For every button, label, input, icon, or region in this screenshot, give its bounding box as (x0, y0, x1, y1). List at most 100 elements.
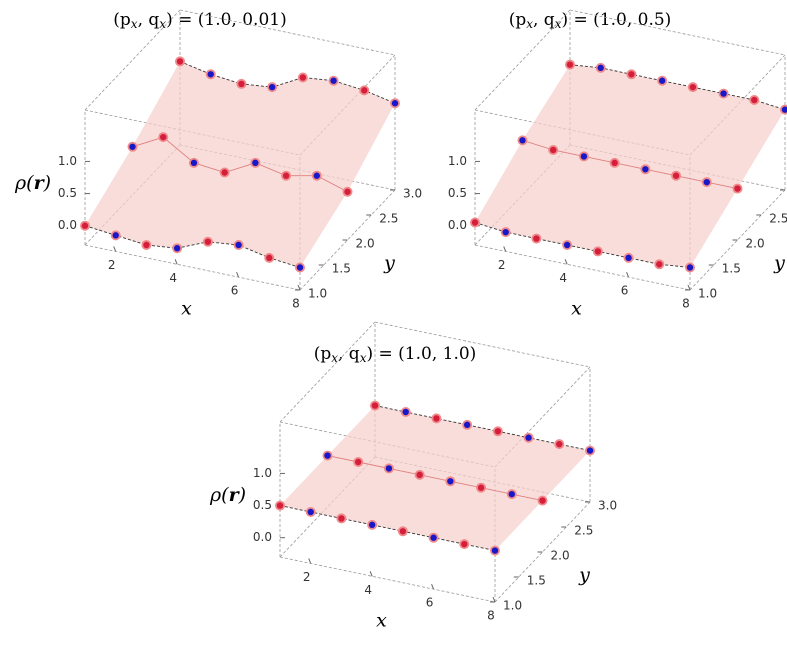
data-point (158, 132, 169, 143)
x-tick-label: 4 (364, 583, 372, 597)
row-line (374, 405, 591, 452)
row-line (327, 455, 543, 502)
data-point (459, 539, 470, 550)
y-axis-label: y (578, 564, 590, 586)
title-part: ) = (1.0, 1.0) (366, 344, 476, 364)
title-subscript: x (331, 351, 338, 365)
data-point (718, 88, 729, 99)
data-point (780, 104, 787, 115)
data-point (80, 220, 90, 231)
x-tick (308, 558, 312, 564)
point-core (508, 490, 515, 498)
x-tick (236, 271, 240, 278)
chart-title: (px, qx) = (1.0, 1.0) (314, 344, 477, 365)
data-point (264, 252, 275, 263)
point-core (734, 185, 741, 192)
data-point (141, 240, 152, 250)
surface (85, 61, 395, 268)
y-axis-label: y (773, 252, 785, 274)
box-edge (279, 556, 496, 603)
y-tick-label: 2.0 (746, 237, 765, 251)
title-part: (p (113, 10, 131, 30)
x-tick (564, 259, 568, 265)
point-core (563, 241, 571, 249)
data-point (359, 85, 370, 96)
data-point (595, 62, 606, 73)
data-point (562, 240, 573, 250)
data-point (490, 545, 500, 556)
z-tick-label: 1.0 (253, 466, 272, 480)
box-edge (474, 109, 691, 156)
point-core (355, 458, 362, 466)
point-core (502, 228, 509, 236)
point-core (276, 502, 284, 509)
z-tick-label: 0.0 (253, 530, 272, 544)
point-core (580, 153, 588, 160)
point-core (266, 254, 273, 262)
data-point (462, 419, 473, 430)
data-point (609, 157, 620, 168)
point-core (204, 238, 212, 245)
data-point (342, 186, 353, 197)
title-part: , q (338, 344, 360, 364)
data-point (431, 413, 442, 424)
point-core (658, 77, 666, 84)
x-tick (492, 596, 496, 603)
data-point (370, 400, 380, 411)
title-subscript: x (526, 17, 533, 31)
point-core (402, 408, 409, 416)
data-point (565, 59, 575, 70)
y-tick-label: 2.5 (769, 212, 787, 226)
point-core (238, 80, 245, 88)
point-core (81, 222, 89, 229)
z-label-part: ) (43, 172, 51, 194)
title-part: , q (533, 10, 555, 30)
point-core (611, 159, 618, 167)
data-point (732, 183, 743, 194)
point-core (656, 261, 663, 268)
data-point (172, 243, 183, 254)
data-point (127, 141, 138, 152)
data-point (202, 236, 213, 247)
point-core (299, 74, 307, 81)
z-tick-label: 0.0 (448, 218, 467, 232)
point-core (221, 169, 228, 176)
box-edge (374, 321, 591, 368)
point-core (176, 58, 184, 65)
data-point (305, 507, 316, 517)
point-core (642, 166, 649, 173)
data-point (236, 78, 247, 89)
point-core (625, 254, 632, 262)
point-core (686, 264, 694, 271)
title-part: (p (314, 344, 332, 364)
x-tick (626, 271, 630, 278)
point-core (338, 515, 345, 522)
y-tick-label: 1.0 (308, 287, 327, 301)
x-tick-label: 2 (303, 570, 311, 584)
point-core (597, 64, 604, 72)
point-core (491, 547, 499, 554)
point-core (268, 83, 276, 91)
box-edge (279, 456, 376, 558)
data-point (517, 135, 528, 146)
data-point (390, 98, 400, 109)
x-tick-label: 6 (231, 284, 239, 298)
x-tick-label: 2 (498, 258, 506, 272)
data-point (640, 164, 651, 175)
point-core (586, 447, 594, 454)
title-subscript: x (131, 17, 138, 31)
data-point (626, 69, 637, 80)
data-point (219, 167, 230, 178)
point-core (371, 402, 379, 409)
title-part: , q (138, 10, 160, 30)
data-point (685, 262, 695, 273)
x-tick (503, 246, 507, 252)
box-edge (299, 189, 396, 291)
y-tick-label: 3.0 (403, 187, 422, 201)
point-core (368, 521, 376, 529)
z-tick-label: 0.5 (448, 186, 467, 200)
box-edge (474, 244, 691, 291)
title-part: (p (509, 10, 527, 30)
z-tick-label: 1.0 (58, 154, 77, 168)
